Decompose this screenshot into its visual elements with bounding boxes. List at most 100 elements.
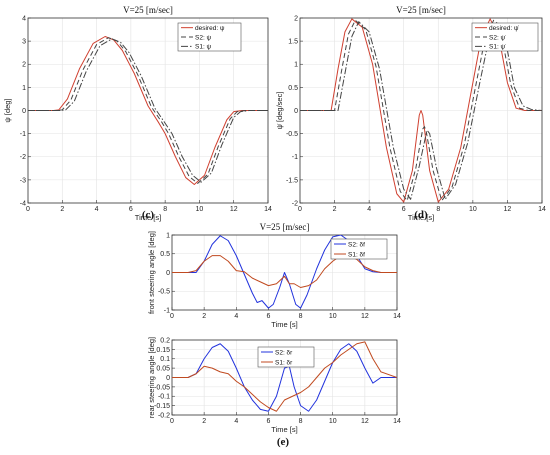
y-tick-label: 2 [22, 62, 26, 69]
x-tick-label: 2 [333, 206, 337, 213]
y-tick-label: 0 [166, 375, 170, 382]
legend-label: S1: δr [275, 359, 293, 366]
legend-label: S2: δf [348, 241, 365, 248]
y-tick-label: 4 [22, 15, 26, 22]
y-tick-label: -0.1 [158, 394, 170, 401]
y-axis-label: rear steering angle [deg] [147, 337, 156, 418]
legend-label: desired: ψ [195, 25, 225, 32]
legend-label: S2: δr [275, 349, 293, 356]
y-tick-label: 0 [294, 108, 298, 115]
y-tick-label: 0 [22, 108, 26, 115]
panel-caption: (c) [142, 209, 155, 221]
y-axis-label: ψ [deg] [3, 98, 12, 122]
x-tick-label: 6 [129, 206, 133, 213]
legend: desired: ψ S2: ψ S1: ψ [177, 22, 242, 52]
series-line-1 [28, 36, 268, 185]
y-tick-label: -0.5 [158, 289, 170, 296]
x-tick-label: 14 [393, 313, 401, 320]
y-tick-label: 0.05 [156, 366, 170, 373]
legend-label: desired: ψ̇ [489, 25, 520, 32]
x-tick-label: 4 [234, 313, 238, 320]
x-tick-label: 8 [163, 206, 167, 213]
x-tick-label: 4 [95, 206, 99, 213]
y-tick-label: 3 [22, 39, 26, 46]
y-tick-label: 1.5 [288, 39, 298, 46]
x-tick-label: 8 [436, 206, 440, 213]
panel-caption: (d) [414, 209, 428, 221]
x-tick-label: 2 [202, 313, 206, 320]
x-tick-label: 6 [402, 206, 406, 213]
panel-caption: (e) [277, 436, 290, 448]
y-tick-label: -0.2 [158, 412, 170, 419]
y-tick-label: 1 [166, 232, 170, 239]
x-tick-label: 2 [202, 418, 206, 425]
x-tick-label: 6 [266, 418, 270, 425]
chart-panel-e-top: 0 2 4 6 8 10 12 14 -1 -0.5 0 0.5 1 V=25 [m/sec] Time [… [147, 222, 401, 329]
x-tick-label: 14 [393, 418, 401, 425]
x-tick-label: 2 [60, 206, 64, 213]
y-tick-label: 0.1 [160, 356, 170, 363]
x-tick-label: 4 [367, 206, 371, 213]
x-tick-label: 8 [299, 313, 303, 320]
x-tick-label: 4 [234, 418, 238, 425]
y-tick-label: -0.05 [154, 384, 170, 391]
x-tick-label: 14 [264, 206, 272, 213]
y-tick-label: -4 [20, 200, 26, 207]
y-axis-label: ψ̇ [deg/sec] [275, 92, 284, 130]
x-tick-label: 0 [170, 313, 174, 320]
x-axis-label: Time [s] [271, 425, 297, 434]
x-tick-label: 10 [196, 206, 204, 213]
series-line-2 [300, 19, 542, 202]
y-tick-label: -2 [292, 200, 298, 207]
y-tick-label: -3 [20, 177, 26, 184]
legend: S2: δf S1: δf [330, 238, 388, 260]
x-tick-label: 10 [329, 313, 337, 320]
x-tick-label: 12 [504, 206, 512, 213]
y-tick-label: -0.5 [286, 131, 298, 138]
x-tick-label: 6 [266, 313, 270, 320]
y-tick-label: -0.15 [154, 403, 170, 410]
legend: S2: δr S1: δr [257, 346, 315, 368]
y-tick-label: 1 [22, 85, 26, 92]
y-tick-label: -1 [292, 154, 298, 161]
legend-label: S2: ψ [195, 34, 212, 41]
y-tick-label: -1 [20, 131, 26, 138]
x-axis-label: Time [s] [135, 213, 161, 222]
x-tick-label: 8 [299, 418, 303, 425]
y-tick-label: -1.5 [286, 177, 298, 184]
chart-panel-d: 0 2 4 6 8 10 12 14 -2 -1.5 -1 -0.5 0 0.5 1 1.5 2 V=25 [m/… [275, 5, 546, 222]
x-tick-label: 14 [538, 206, 546, 213]
series-line-2 [28, 37, 268, 184]
x-tick-label: 0 [298, 206, 302, 213]
y-tick-label: 0.15 [156, 347, 170, 354]
chart-title: V=25 [m/sec] [260, 222, 310, 232]
x-tick-label: 0 [26, 206, 30, 213]
y-tick-label: -1 [164, 307, 170, 314]
legend-label: S1: ψ̇ [489, 44, 506, 51]
chart-panel-e-bottom: 0 2 4 6 8 10 12 14 -0.2 -0.15 -0.1 -0.05 0 0.05 0.1 0.1… [147, 337, 401, 448]
legend-label: S1: ψ [195, 44, 212, 51]
x-tick-label: 12 [361, 418, 369, 425]
chart-title: V=25 [m/sec] [123, 5, 173, 15]
x-axis-label: Time [s] [271, 320, 297, 329]
y-tick-label: 2 [294, 15, 298, 22]
series-line-2 [172, 341, 397, 412]
x-tick-label: 12 [361, 313, 369, 320]
y-axis-label: front steering angle [deg] [147, 231, 156, 314]
x-tick-label: 10 [469, 206, 477, 213]
y-tick-label: 1 [294, 62, 298, 69]
chart-title: V=25 [m/sec] [396, 5, 446, 15]
legend-label: S1: δf [348, 251, 365, 258]
x-tick-label: 12 [230, 206, 238, 213]
y-tick-label: 0 [166, 270, 170, 277]
y-tick-label: 0.5 [160, 251, 170, 258]
x-axis-label: Time [s] [408, 213, 434, 222]
x-tick-label: 0 [170, 418, 174, 425]
y-tick-label: 0.2 [160, 337, 170, 344]
legend-label: S2: ψ̇ [489, 34, 506, 41]
series-line-3 [28, 38, 268, 183]
y-tick-label: 0.5 [288, 85, 298, 92]
x-tick-label: 10 [329, 418, 337, 425]
